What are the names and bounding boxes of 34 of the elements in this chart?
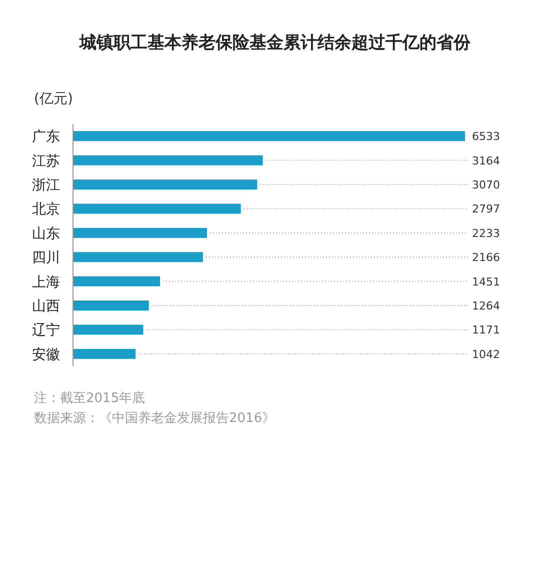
data-label: 1451 [472,275,500,288]
bar [73,252,203,262]
y-tick-label: 安徽 [32,346,60,363]
data-label: 3070 [472,178,500,192]
bar [73,228,207,238]
bar [73,131,465,142]
bar [73,155,263,166]
bar [73,204,241,214]
data-label: 2233 [472,226,500,240]
bar [73,300,149,310]
bar [73,180,258,190]
y-tick-label: 山西 [32,298,60,314]
source-note: 数据来源：《中国养老金发展报告2016》 [34,410,276,426]
y-tick-label: 浙江 [32,178,60,194]
y-tick-label: 广东 [32,129,60,146]
y-tick-label: 山东 [32,226,60,242]
data-label: 2797 [472,202,500,216]
data-label: 2166 [472,251,500,264]
chart-title: 城镇职工基本养老保险基金累计结余超过千亿的省份 [78,33,472,53]
y-tick-label: 北京 [32,202,60,218]
y-tick-label: 江苏 [32,153,60,170]
text: 注：截至2015年底 [34,391,146,406]
data-label: 3164 [472,154,500,168]
y-tick-label: 四川 [32,250,60,266]
bar [73,348,136,359]
data-label: 1042 [472,348,500,361]
data-label: 1264 [472,300,500,312]
data-label: 1171 [472,324,500,337]
bar [73,276,160,286]
bar [73,324,144,335]
chart-subtitle: (亿元) [34,91,73,107]
data-label: 6533 [472,130,500,144]
y-tick-label: 辽宁 [32,322,60,339]
y-tick-label: 上海 [32,274,60,290]
